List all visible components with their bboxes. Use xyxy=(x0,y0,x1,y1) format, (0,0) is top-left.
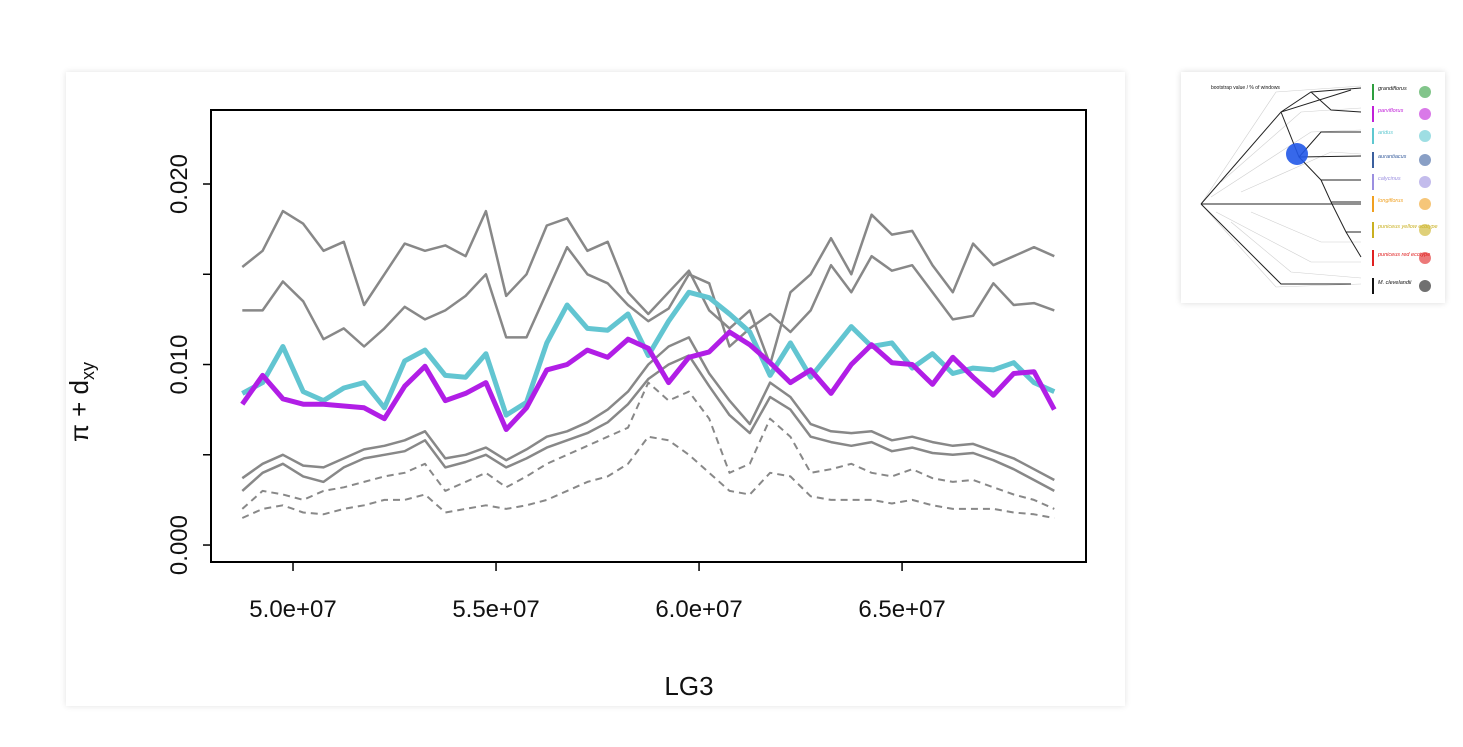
series-line xyxy=(241,336,1055,482)
flower-icon xyxy=(1419,224,1431,236)
y-axis-label-sub: xy xyxy=(78,362,98,380)
taxon-bar xyxy=(1372,278,1374,294)
taxon-label: aurantiacus xyxy=(1378,154,1407,160)
taxon-label: parviflorus xyxy=(1377,108,1404,114)
taxon-label: longiflorus xyxy=(1378,198,1403,204)
plot-frame xyxy=(210,109,1087,563)
taxon-label: M. clevelandii xyxy=(1378,280,1412,286)
series-line xyxy=(240,329,1057,432)
flower-icon xyxy=(1419,198,1431,210)
phylogeny: bootstrap value / % of windows grandiflo… xyxy=(1200,84,1438,294)
taxon-label: puniceus red ecotype xyxy=(1377,252,1430,258)
taxon-bar xyxy=(1372,152,1374,168)
x-axis-label: LG3 xyxy=(664,671,713,701)
chart-panel: LG3 π + dxy 0.000 0.010 0.020 5.0e+07 5.5e+0… xyxy=(64,72,1125,706)
taxon-bar xyxy=(1372,84,1374,100)
chart: LG3 π + dxy 0.000 0.010 0.020 5.0e+07 5.5e+0… xyxy=(64,109,1087,701)
flower-icon xyxy=(1419,130,1431,142)
inset-legend: bootstrap value / % of windows xyxy=(1211,85,1280,91)
node-marker xyxy=(1286,143,1308,165)
flower-icon xyxy=(1419,154,1431,166)
taxon-bar xyxy=(1372,106,1374,122)
x-tick-label: 6.5e+07 xyxy=(858,596,945,623)
taxon-bar xyxy=(1372,128,1374,144)
y-axis-label: π + dxy xyxy=(66,362,98,442)
series-line xyxy=(241,209,1055,366)
x-tick-label: 5.5e+07 xyxy=(452,596,539,623)
y-tick-label: 0.000 xyxy=(166,515,193,575)
flower-icon xyxy=(1419,86,1431,98)
phylogeny-inset: bootstrap value / % of windows grandiflo… xyxy=(1181,72,1445,303)
y-tick-label: 0.010 xyxy=(166,334,193,394)
tree xyxy=(1200,87,1362,285)
series-line xyxy=(242,245,1055,348)
taxon-label: calycinus xyxy=(1378,176,1401,182)
taxon-label: grandiflorus xyxy=(1378,86,1407,92)
taxon-bar xyxy=(1372,174,1374,190)
flower-icon xyxy=(1419,176,1431,188)
series-line xyxy=(241,354,1055,493)
taxon-label: puniceus yellow ecotype xyxy=(1377,224,1438,230)
flower-icon xyxy=(1419,108,1431,120)
series-line xyxy=(241,381,1055,510)
x-tick-label: 5.0e+07 xyxy=(249,596,336,623)
taxon-label: aridus xyxy=(1378,130,1393,136)
flower-icon xyxy=(1419,280,1431,292)
y-axis-label-main: π + d xyxy=(66,380,94,442)
x-tick-label: 6.0e+07 xyxy=(655,596,742,623)
y-tick-label: 0.020 xyxy=(166,154,193,214)
tree-cloud xyxy=(1200,85,1362,288)
taxon-bar xyxy=(1372,222,1374,238)
taxon-bar xyxy=(1372,250,1374,266)
taxon-bar xyxy=(1372,196,1374,212)
flower-icon xyxy=(1419,252,1431,264)
series-line xyxy=(241,289,1056,418)
